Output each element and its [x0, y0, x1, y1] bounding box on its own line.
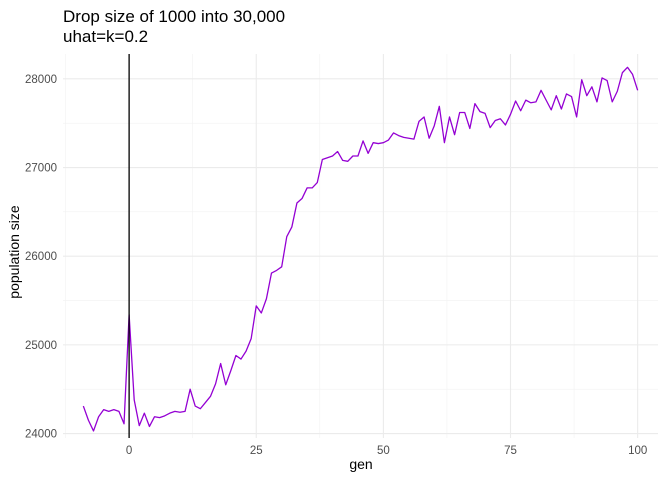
series-layer	[82, 66, 639, 432]
y-axis-tick-labels: 24000 25000 26000 27000 28000	[25, 74, 57, 441]
y-tick-label-0: 24000	[25, 429, 57, 441]
y-tick-label-2: 26000	[25, 251, 57, 263]
x-tick-label-2: 50	[377, 445, 390, 457]
chart-title-line-1: Drop size of 1000 into 30,000	[63, 7, 285, 26]
y-tick-label-1: 25000	[25, 340, 57, 352]
x-tick-label-0: 0	[126, 445, 132, 457]
major-gridlines	[63, 54, 658, 438]
series-line-0	[82, 66, 639, 432]
minor-gridlines	[63, 54, 658, 438]
x-axis-title: gen	[349, 456, 372, 472]
x-tick-label-3: 75	[504, 445, 517, 457]
x-tick-label-4: 100	[628, 445, 647, 457]
x-axis-tick-labels: 0 25 50 75 100	[126, 445, 647, 457]
x-tick-label-1: 25	[250, 445, 263, 457]
chart-title-line-2: uhat=k=0.2	[63, 27, 148, 46]
y-tick-label-3: 27000	[25, 163, 57, 175]
y-axis-title: population size	[6, 205, 22, 299]
y-tick-label-4: 28000	[25, 74, 57, 86]
